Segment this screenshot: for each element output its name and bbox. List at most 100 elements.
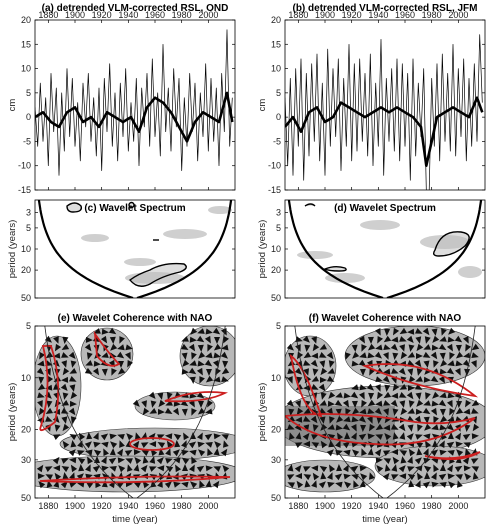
panel-c-power-region [163,229,207,239]
panel-e-phase-arrow [189,449,197,456]
panel-c-ytick-label: 20 [21,265,31,275]
panel-e-phase-arrow [117,367,126,375]
panel-e-phase-arrow [70,360,77,368]
panel-e-phase-arrow [127,360,133,368]
panel-f-phase-arrow [422,327,430,336]
panel-e-phase-arrow [132,440,140,449]
panel-f-phase-arrow [369,423,376,432]
panel-f-phase-arrow [449,352,455,360]
panel-f-phase-arrow [328,360,335,368]
panel-f-phase-arrow [392,352,399,360]
panel-e-phase-arrow [70,391,78,400]
panel-f-phase-arrow [407,368,414,376]
panel-f-phase-arrow [320,472,327,480]
panel-e-phase-arrow [197,360,205,367]
panel-f-phase-arrow [391,449,398,455]
panel-f-phase-arrow [294,464,302,473]
panel-f-phase-arrow [415,408,423,415]
panel-f-phase-arrow [350,391,359,399]
panel-e-phase-arrow [164,481,172,489]
panel-b-xtick-label: 1880 [288,10,308,20]
panel-e-phase-arrow [117,457,125,464]
panel-e-cone-of-influence-right [136,326,226,498]
panel-a-xtick-label: 1960 [145,10,165,20]
panel-b-ytick-label: 10 [271,64,281,74]
panel-f-phase-arrow [447,360,455,367]
panel-e-phase-arrow [54,472,62,481]
panel-e-phase-arrow [140,464,148,473]
panel-f-phase-arrow [352,351,360,359]
panel-f-phase-arrow [431,400,439,407]
panel-e-phase-arrow [77,450,85,456]
panel-f-phase-arrow [439,440,445,448]
panel-f-phase-arrow [463,336,469,344]
panel-e-phase-arrow [126,433,134,441]
panel-e-phase-arrow [207,400,213,408]
panel-a-series-smoothed [35,91,234,143]
panel-f-phase-arrow [375,400,383,407]
panel-e-phase-arrow [213,433,221,440]
panel-f-phase-arrow [464,424,471,432]
panel-f-phase-arrow [343,392,351,399]
panel-e-phase-arrow [222,465,230,473]
panel-f-phase-arrow [328,391,336,399]
panel-f-phase-arrow [343,449,351,456]
panel-e-phase-arrow [70,416,77,424]
panel-f-phase-arrow [408,344,415,352]
panel-f-phase-arrow [390,399,398,407]
panel-f-phase-arrow [367,416,373,424]
panel-f-phase-arrow [439,352,446,360]
panel-f-phase-arrow [416,368,423,376]
panel-f-phase-arrow [311,352,319,359]
panel-f-phase-arrow [295,416,303,423]
panel-f-phase-arrow [375,376,383,382]
panel-f-phase-arrow [423,457,431,464]
panel-f-phase-arrow [303,351,312,359]
panel-b-series-smoothed [285,96,484,167]
panel-e-phase-arrow [61,458,69,464]
panel-f-phase-arrow [327,400,335,407]
panel-a-xtick-label: 1920 [92,10,112,20]
panel-f-phase-arrow [465,399,472,408]
panel-d-title: (d) Wavelet Spectrum [334,203,436,214]
panel-f-phase-arrow [423,344,431,350]
panel-f-phase-arrow [367,336,374,344]
panel-f-phase-arrow [415,392,422,400]
panel-f-phase-arrow [296,480,304,489]
panel-f-phase-arrow [407,360,415,366]
panel-f-phase-arrow [441,432,447,440]
panel-f-phase-arrow [400,407,408,416]
panel-f-phase-arrow [320,367,328,376]
panel-f-significance-contour [289,353,323,418]
panel-f-title: (f) Wavelet Coherence with NAO [309,313,462,324]
panel-e-phase-arrow [38,376,45,384]
panel-f-phase-arrow [399,344,405,352]
panel-e-phase-arrow [197,432,203,440]
panel-e-phase-arrow [213,376,221,383]
panel-d-ylabel: period (years) [257,220,268,279]
panel-f-phase-arrow [351,400,358,408]
panel-f-phase-arrow [359,352,367,359]
panel-f-phase-arrow [391,424,399,430]
panel-b-ylabel: cm [257,99,268,112]
panel-f-phase-arrow [448,481,456,489]
panel-e-phase-arrow [36,464,44,473]
panel-f-phase-arrow [448,327,456,335]
panel-e-phase-arrow [149,466,157,472]
panel-e-phase-arrow [44,391,52,399]
panel-e-phase-arrow [175,464,182,473]
panel-e-phase-arrow [196,367,203,376]
panel-c-cone-of-influence-left [37,200,134,298]
panel-f-phase-arrow [447,432,454,440]
panel-f-phase-arrow [312,343,320,352]
panel-f-phase-arrow [287,376,293,384]
panel-e-phase-arrow [37,392,45,398]
panel-e-phase-arrow [53,465,61,472]
panel-e-phase-arrow [61,466,70,473]
panel-e-ytick-label: 5 [26,321,31,331]
panel-f-phase-arrow [407,424,414,432]
panel-d-significance-contour [304,203,316,207]
panel-d-power-region [458,266,482,278]
panel-e-phase-arrow [205,465,213,472]
panel-f-phase-arrow [391,336,399,343]
